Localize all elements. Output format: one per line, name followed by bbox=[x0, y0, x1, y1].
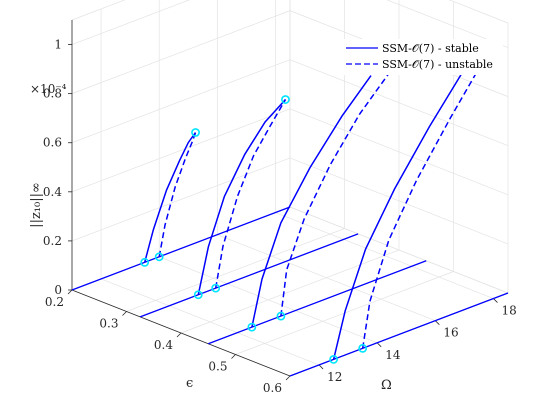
z-tick-label: 0.4 bbox=[43, 185, 62, 199]
bifurcation-point-1-0 bbox=[247, 322, 257, 332]
baseline-eps-2 bbox=[139, 233, 359, 318]
y-axis-label: ϵ bbox=[186, 376, 193, 391]
legend-stable-label: SSM-𝒪(7) - stable bbox=[382, 42, 479, 55]
z-axis-label: ||z₁₀||∞ bbox=[29, 182, 44, 228]
stable-branch-3 bbox=[143, 132, 197, 263]
unstable-branch-0 bbox=[361, 68, 480, 349]
bifurcation-point-2-0 bbox=[193, 290, 203, 300]
bifurcation-point-0-0 bbox=[329, 354, 338, 364]
y-tick bbox=[285, 375, 291, 381]
bifurcation-point-3-1 bbox=[154, 252, 164, 262]
bifurcation-point-0-1 bbox=[358, 343, 368, 353]
top-edge bbox=[71, 0, 126, 21]
unstable-branch-2 bbox=[214, 99, 287, 289]
y-tick-label: 0.4 bbox=[154, 338, 173, 352]
x-tick bbox=[318, 364, 324, 370]
bifurcation-point-3-0 bbox=[140, 257, 150, 267]
x-tick-label: 14 bbox=[385, 348, 401, 362]
z-tick-label: 1 bbox=[54, 38, 62, 52]
x-tick-label: 18 bbox=[501, 304, 516, 318]
x-tick bbox=[493, 298, 498, 303]
legend: SSM-𝒪(7) - stable SSM-𝒪(7) - unstable bbox=[338, 39, 503, 75]
baseline-eps-1 bbox=[208, 260, 427, 345]
z-tick-label: 0.6 bbox=[43, 136, 62, 150]
y-tick-label: 0.3 bbox=[99, 317, 118, 331]
baseline-eps-3 bbox=[71, 206, 291, 291]
wall-gridline-z bbox=[386, 0, 509, 48]
y-tick bbox=[122, 311, 127, 316]
bifurcation-point-1-1 bbox=[276, 311, 286, 321]
y-tick-label: 0.5 bbox=[208, 360, 227, 374]
x-tick-label: 16 bbox=[443, 326, 458, 340]
unstable-branch-1 bbox=[280, 73, 390, 317]
floor-gridline-y bbox=[126, 228, 345, 312]
legend-box bbox=[338, 39, 503, 75]
x-tick bbox=[435, 320, 440, 325]
y-tick-label: 0.2 bbox=[45, 295, 64, 309]
bifurcation-point-3-2 bbox=[191, 128, 200, 137]
wall-gridline-z bbox=[289, 59, 509, 147]
stable-branch-1 bbox=[251, 75, 372, 328]
bifurcation-point-2-2 bbox=[281, 95, 290, 104]
floor-gridline-y bbox=[180, 249, 400, 334]
z-tick-label: 0.2 bbox=[43, 234, 62, 248]
wall-gridline-z bbox=[289, 206, 509, 294]
x-tick bbox=[376, 342, 382, 348]
data-layer bbox=[71, 68, 509, 377]
baseline-eps-0 bbox=[289, 292, 509, 377]
y-tick bbox=[176, 332, 182, 338]
wall-gridline-z bbox=[71, 0, 190, 45]
stable-branch-2 bbox=[197, 98, 287, 295]
x-axis-label: Ω bbox=[381, 378, 392, 393]
wall-gridline-z bbox=[289, 108, 509, 196]
top-edge bbox=[448, 0, 509, 24]
wall-gridline-z bbox=[71, 157, 291, 242]
z-axis-exponent: ×10⁻⁴ bbox=[30, 82, 67, 96]
legend-unstable-label: SSM-𝒪(7) - unstable bbox=[382, 58, 493, 71]
z-tick-label: 0.8 bbox=[43, 87, 62, 101]
y-tick bbox=[231, 354, 236, 359]
wall-gridline-z bbox=[71, 59, 291, 144]
stable-branch-0 bbox=[332, 68, 466, 360]
y-tick bbox=[67, 289, 73, 295]
z-tick-label: 0 bbox=[54, 283, 62, 297]
wall-gridline-z bbox=[71, 108, 291, 193]
x-tick-label: 12 bbox=[327, 370, 342, 384]
bifurcation-point-2-1 bbox=[211, 283, 221, 293]
wall-gridline-z bbox=[71, 10, 291, 94]
unstable-branch-3 bbox=[158, 132, 197, 257]
y-tick-label: 0.6 bbox=[263, 381, 282, 395]
